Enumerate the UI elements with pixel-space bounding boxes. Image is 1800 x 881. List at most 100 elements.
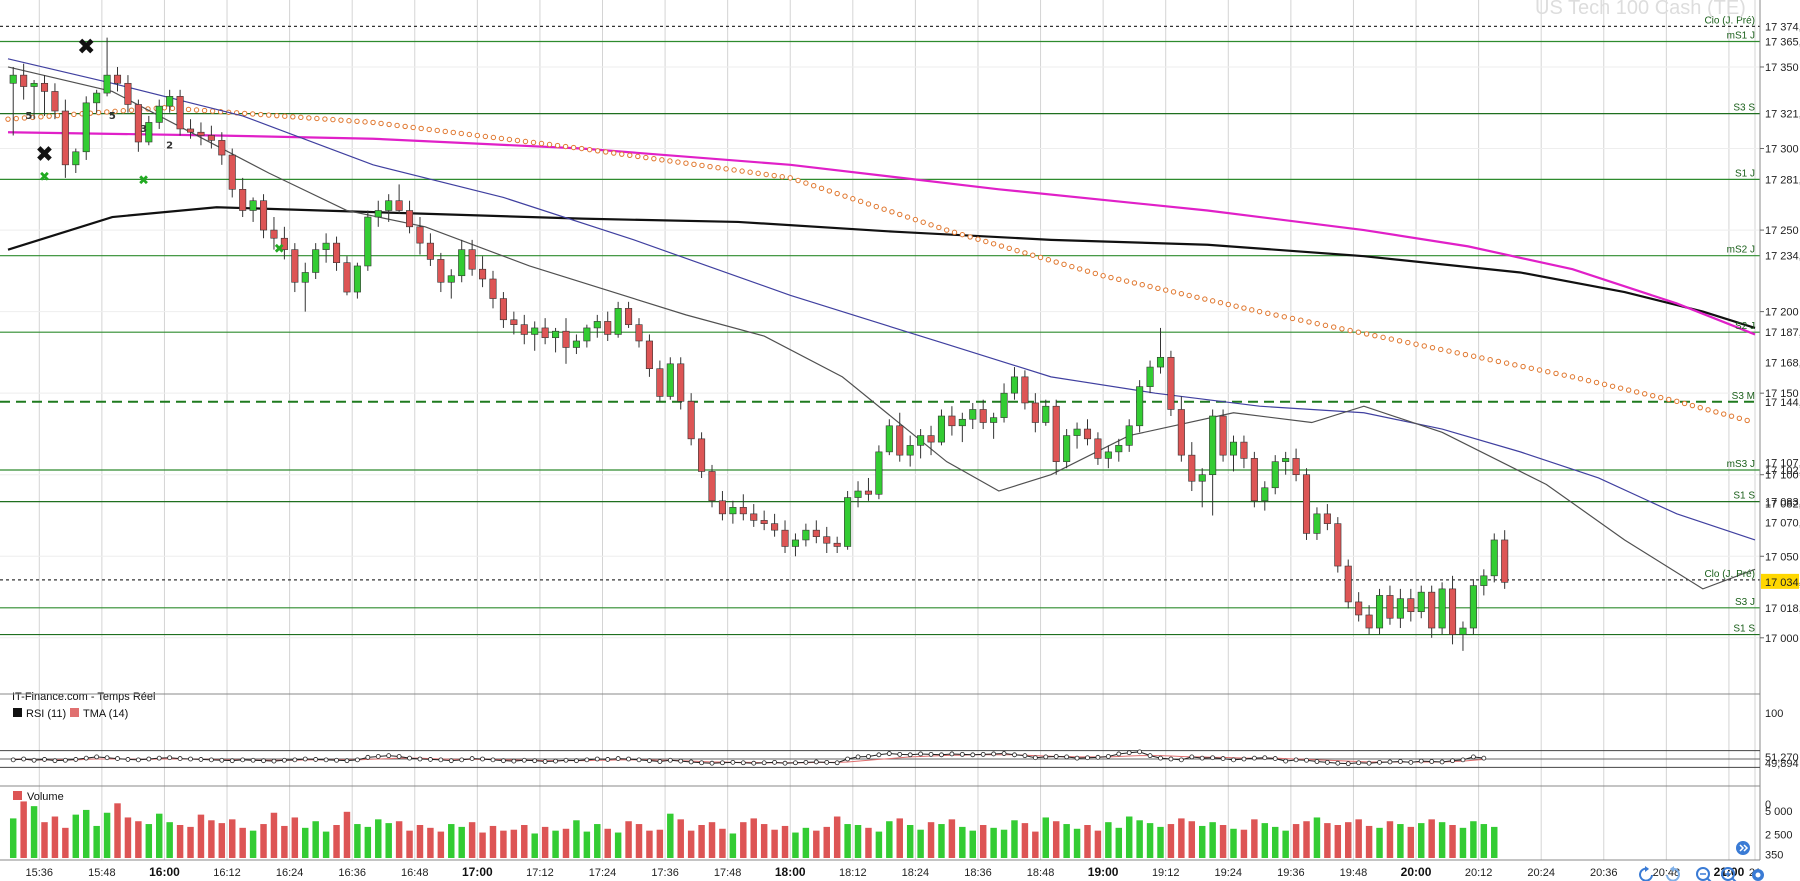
volume-bar xyxy=(938,824,945,858)
volume-bar xyxy=(1365,825,1373,858)
candle-body xyxy=(562,330,570,348)
volume-bar xyxy=(604,828,611,858)
ma-dot xyxy=(936,224,942,231)
volume-bar xyxy=(1470,821,1477,858)
volume-bar xyxy=(625,821,632,858)
pivot-level-value: 17 144,7 xyxy=(1765,397,1800,409)
ma-dot xyxy=(586,146,593,153)
ma-dot xyxy=(1405,339,1411,346)
candle-body xyxy=(1031,402,1039,423)
ma-dot xyxy=(873,203,879,210)
ma-dot xyxy=(667,158,673,164)
ma-dot xyxy=(314,115,320,122)
time-tick-label: 18:48 xyxy=(1027,867,1055,879)
ma-dot xyxy=(104,109,110,115)
rsi-point xyxy=(1022,753,1028,759)
candle-body xyxy=(1229,441,1238,456)
volume-bar xyxy=(385,823,392,858)
ma-dot xyxy=(1495,358,1502,365)
ma-dot xyxy=(1470,353,1477,359)
rsi-point xyxy=(146,756,152,762)
volume-bar xyxy=(395,821,403,858)
rsi-point xyxy=(42,757,47,762)
volume-bar xyxy=(1084,825,1091,858)
ma-dot xyxy=(1178,290,1185,297)
rsi-point xyxy=(1168,756,1174,762)
ma-dot xyxy=(1721,411,1727,417)
ma-dot xyxy=(1429,344,1436,351)
candle-body xyxy=(207,135,215,141)
rsi-point xyxy=(250,757,256,763)
ma-dot xyxy=(1116,276,1122,283)
volume-bar xyxy=(844,824,851,858)
candle-body xyxy=(239,188,247,211)
volume-bar xyxy=(969,830,976,858)
ma-dot xyxy=(306,115,312,121)
ma-dot xyxy=(1069,263,1075,270)
rsi-point xyxy=(720,760,725,766)
time-axis[interactable]: 15:36 15:48 16:00 16:12 16:24 16:36 16:48 17:00… xyxy=(26,865,1762,879)
volume-bar xyxy=(1261,823,1269,858)
candle-body xyxy=(291,249,299,283)
candle-body xyxy=(1083,428,1092,440)
volume-bar xyxy=(1178,818,1185,858)
ma-dot xyxy=(659,157,665,163)
ma-dot xyxy=(1569,374,1576,380)
volume-bar xyxy=(1032,831,1039,858)
rsi-point xyxy=(281,757,287,763)
settings-icon[interactable] xyxy=(1752,869,1764,881)
volume-bar xyxy=(1376,827,1383,858)
ma-dot xyxy=(889,209,895,215)
price-tick-label: 17 100 xyxy=(1765,470,1799,482)
volume-bar xyxy=(583,831,591,858)
ma-dot xyxy=(683,160,689,166)
ma-dot xyxy=(699,162,705,169)
ma-dot xyxy=(1163,287,1169,293)
rsi-point xyxy=(615,756,621,761)
ma-dot xyxy=(1744,417,1750,424)
candle-body xyxy=(406,210,414,228)
ma-dot xyxy=(1131,280,1138,286)
candle-body xyxy=(1344,565,1352,603)
ma-dot xyxy=(834,190,840,197)
candle-body xyxy=(520,324,528,335)
candle-body xyxy=(1490,539,1498,577)
ma-dot xyxy=(1006,245,1012,252)
volume-bar xyxy=(145,824,153,858)
ma-dot xyxy=(1520,363,1526,370)
volume-bar xyxy=(1000,829,1008,858)
volume-bar xyxy=(1230,828,1237,858)
rsi-point xyxy=(1032,755,1038,761)
rsi-point xyxy=(354,757,360,763)
ma-dot xyxy=(298,114,304,121)
rsi-point xyxy=(678,758,684,764)
volume-bar xyxy=(468,822,476,858)
candle-body xyxy=(885,425,893,453)
scroll-right-icon[interactable] xyxy=(1736,841,1750,855)
ma-dot xyxy=(482,133,489,140)
candle-body xyxy=(395,200,403,211)
tma-legend-label: TMA (14) xyxy=(83,708,128,720)
volume-bar xyxy=(687,830,695,858)
rsi-point xyxy=(417,756,423,762)
ma-dot xyxy=(241,110,248,117)
volume-bar xyxy=(573,820,580,858)
redo-icon[interactable] xyxy=(1666,866,1680,881)
ma-dot xyxy=(514,137,521,144)
undo-icon[interactable] xyxy=(1639,866,1653,881)
rsi-value-label: 51,270 xyxy=(1765,752,1799,764)
price-axis[interactable]: 17 350 17 300 17 250 17 200 17 150 17 100 17 0… xyxy=(1760,62,1799,645)
rsi-line xyxy=(13,751,1484,765)
price-tick-label: 17 300 xyxy=(1765,144,1799,156)
ma-dot xyxy=(1330,324,1337,330)
candle-body xyxy=(718,500,726,515)
volume-bar xyxy=(1355,819,1362,858)
volume-bar xyxy=(93,825,100,858)
rsi-point xyxy=(1137,749,1143,755)
ma-dot xyxy=(354,118,360,124)
volume-bar xyxy=(614,832,622,858)
signal-count-label: 5 xyxy=(109,111,116,122)
rsi-point xyxy=(1304,757,1309,763)
ma-dot xyxy=(458,130,464,137)
